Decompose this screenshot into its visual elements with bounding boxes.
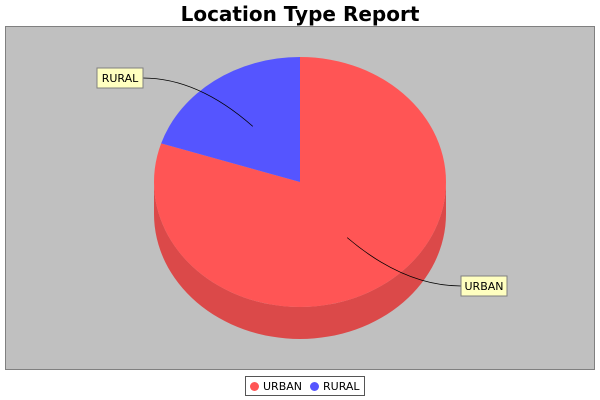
pie-slice-urban: [154, 57, 447, 308]
legend-label-rural: RURAL: [323, 379, 360, 393]
slice-label-rural: RURAL: [102, 72, 139, 85]
pie-side-urban: [154, 182, 446, 339]
legend-swatch-urban: [250, 381, 259, 391]
slice-label-box-urban: [460, 275, 508, 297]
legend: URBAN RURAL: [245, 376, 365, 396]
legend-label-urban: URBAN: [263, 379, 302, 393]
slice-label-box-rural: [96, 67, 144, 89]
leader-line-rural: [142, 77, 254, 127]
chart-title: Location Type Report: [180, 2, 420, 26]
legend-swatch-rural: [310, 381, 319, 391]
slice-label-urban: URBAN: [465, 280, 504, 293]
pie-slice-rural: [161, 57, 300, 182]
pie-chart: URBAN RURAL: [96, 57, 508, 339]
legend-item-urban: URBAN: [250, 380, 302, 393]
legend-item-rural: RURAL: [310, 380, 360, 393]
leader-line-urban: [346, 237, 462, 287]
